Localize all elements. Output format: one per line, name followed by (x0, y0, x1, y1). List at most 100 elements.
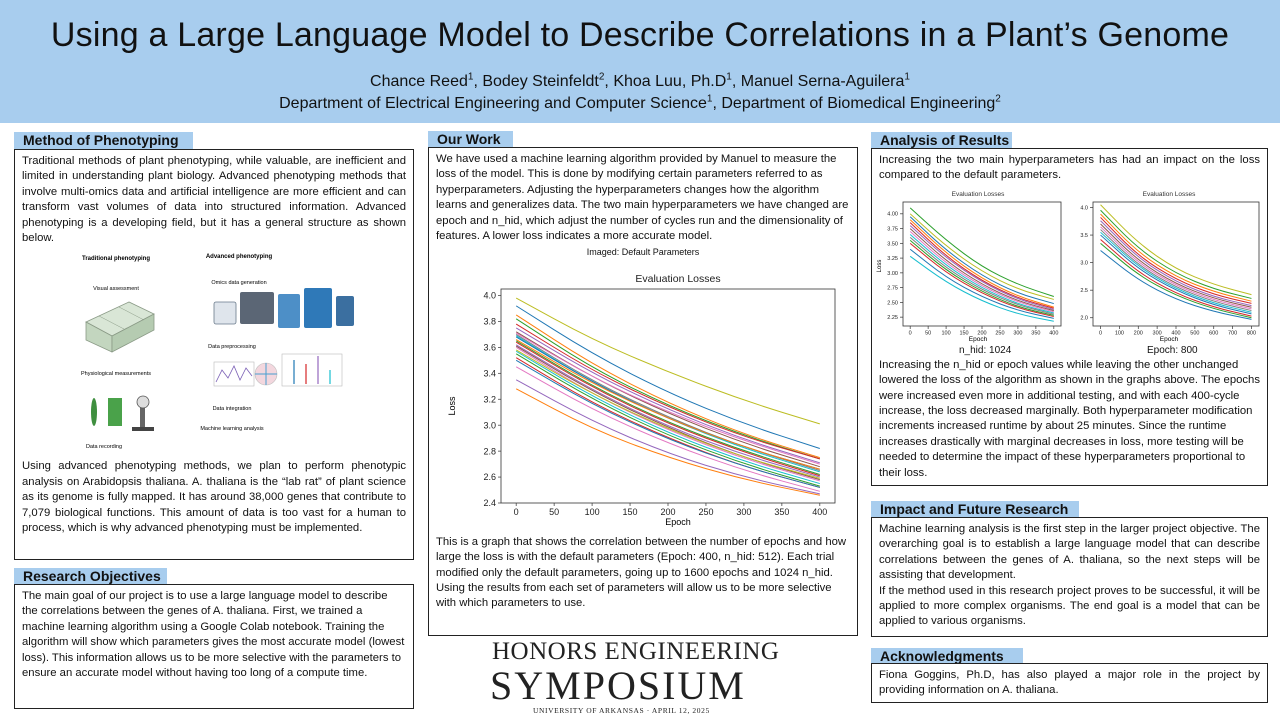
loss-series-line (515, 346, 820, 482)
y-tick-label: 2.8 (483, 446, 496, 456)
poster-header (0, 0, 1280, 123)
x-tick-label: 200 (660, 507, 675, 517)
chart-title: Evaluation Losses (1143, 191, 1197, 198)
loss-series-line (515, 338, 820, 470)
loss-series-line (909, 233, 1054, 314)
loss-series-line (515, 314, 820, 458)
y-tick-label: 3.8 (483, 316, 496, 326)
loss-series-line (515, 379, 820, 495)
author-name: Manuel Serna-Aguilera (740, 73, 905, 90)
loss-series-line (909, 219, 1054, 308)
x-tick-label: 350 (774, 507, 789, 517)
author-name: Khoa Luu, Ph.D (613, 73, 727, 90)
acknowledgments-text: Fiona Goggins, Ph.D, has also played a m… (879, 669, 1260, 697)
poster-title: Using a Large Language Model to Describe… (50, 16, 1230, 54)
department-affiliation: 2 (995, 93, 1001, 105)
y-tick-label: 2.5 (1080, 288, 1088, 294)
loss-series-line (909, 207, 1054, 297)
y-tick-label: 2.6 (483, 472, 496, 482)
loss-series-line (1100, 213, 1252, 302)
method-paragraph-2: Using advanced phenotyping methods, we p… (22, 460, 406, 535)
x-tick-label: 150 (623, 507, 638, 517)
x-tick-label: 100 (585, 507, 600, 517)
chart-caption: Imaged: Default Parameters (586, 247, 700, 258)
loss-series-line (1100, 249, 1252, 320)
phenotyping-figure: Traditional phenotyping Visual assessmen… (22, 252, 406, 459)
department-name: Department of Electrical Engineering and… (279, 95, 707, 112)
loss-series-line (1100, 226, 1252, 310)
machine-learning-label: Machine learning analysis (200, 426, 264, 432)
author-separator: , (604, 73, 614, 90)
y-tick-label: 2.50 (887, 300, 898, 306)
x-tick-label: 400 (1171, 330, 1180, 336)
symposium-logo: HONORS ENGINEERING SYMPOSIUM UNIVERSITY … (430, 638, 858, 718)
visual-assessment-label: Visual assessment (93, 286, 139, 292)
author-separator: , (473, 73, 483, 90)
y-tick-label: 3.4 (483, 368, 496, 378)
impact-paragraph-2: If the method used in this research proj… (879, 584, 1260, 628)
loss-series-line (515, 332, 820, 465)
logo-line-2: SYMPOSIUM (490, 663, 746, 708)
y-tick-label: 3.6 (483, 342, 496, 352)
loss-series-line (909, 230, 1054, 313)
y-tick-label: 2.4 (483, 498, 496, 508)
omics-data-label: Omics data generation (211, 280, 266, 286)
default-loss-chart: Evaluation Losses 0 50 100 150 200 250 300 350 4… (447, 273, 836, 527)
impact-paragraph-1: Machine learning analysis is the first s… (879, 523, 1260, 582)
loss-series-line (909, 242, 1054, 317)
loss-series-line (515, 323, 820, 460)
y-tick-label: 4.0 (483, 290, 496, 300)
acknowledgments-heading: Acknowledgments (871, 648, 1023, 665)
y-tick-label: 3.50 (887, 241, 898, 247)
y-tick-label: 2.75 (887, 285, 898, 291)
data-recording-label: Data recording (86, 444, 122, 450)
x-tick-label: 500 (1190, 330, 1199, 336)
department-separator: , (712, 95, 722, 112)
chart-y-axis-label: Loss (447, 396, 457, 416)
impact-heading: Impact and Future Research (871, 501, 1079, 518)
loss-series-line (1100, 216, 1252, 304)
loss-series-line (909, 236, 1054, 315)
loss-series-line (515, 366, 820, 492)
x-tick-label: 400 (812, 507, 827, 517)
author-name: Bodey Steinfeldt (482, 73, 599, 90)
phenotyping-diagram: Traditional phenotyping Visual assessmen… (81, 254, 354, 450)
nhid-loss-chart: Evaluation Losses 0 50 100 150 200 250 300 350 4… (877, 191, 1062, 343)
x-tick-label: 300 (1153, 330, 1162, 336)
loss-series-line (909, 216, 1054, 304)
analysis-charts: Evaluation Losses 0 50 100 150 200 250 300 350 4… (877, 186, 1260, 358)
analysis-paragraph-1: Increasing the two main hyperparameters … (879, 154, 1260, 182)
loss-series-line (515, 318, 820, 460)
work-heading: Our Work (428, 131, 513, 148)
loss-series-line (1100, 229, 1252, 311)
x-tick-label: 50 (549, 507, 559, 517)
x-tick-label: 0 (514, 507, 519, 517)
acknowledgments-panel: Fiona Goggins, Ph.D, has also played a m… (871, 663, 1268, 703)
loss-series-line (515, 331, 820, 468)
x-tick-label: 600 (1209, 330, 1218, 336)
y-tick-label: 3.00 (887, 271, 898, 277)
loss-series-line (909, 213, 1054, 300)
x-tick-label: 250 (698, 507, 713, 517)
analysis-paragraph-2: Increasing the n_hid or epoch values whi… (879, 358, 1260, 479)
loss-series-line (1100, 234, 1252, 315)
x-tick-label: 0 (1099, 330, 1102, 336)
loss-series-line (515, 340, 820, 475)
author-affiliation: 1 (726, 71, 732, 83)
objectives-text: The main goal of our project is to use a… (22, 590, 405, 680)
author-name: Chance Reed (370, 73, 468, 90)
analysis-heading: Analysis of Results (871, 132, 1012, 149)
y-tick-label: 2.0 (1080, 315, 1088, 321)
department-name: Department of Biomedical Engineering (721, 95, 996, 112)
method-heading: Method of Phenotyping (14, 132, 193, 149)
loss-series-line (515, 353, 820, 487)
x-tick-label: 800 (1247, 330, 1256, 336)
x-tick-label: 50 (925, 330, 931, 336)
loss-series-line (515, 327, 820, 464)
department-affiliation: 1 (706, 93, 713, 105)
y-tick-label: 3.2 (483, 394, 496, 404)
x-tick-label: 100 (1115, 330, 1124, 336)
work-panel: We have used a machine learning algorith… (428, 147, 858, 636)
loss-series-line (909, 225, 1054, 310)
objectives-heading: Research Objectives (14, 568, 167, 585)
